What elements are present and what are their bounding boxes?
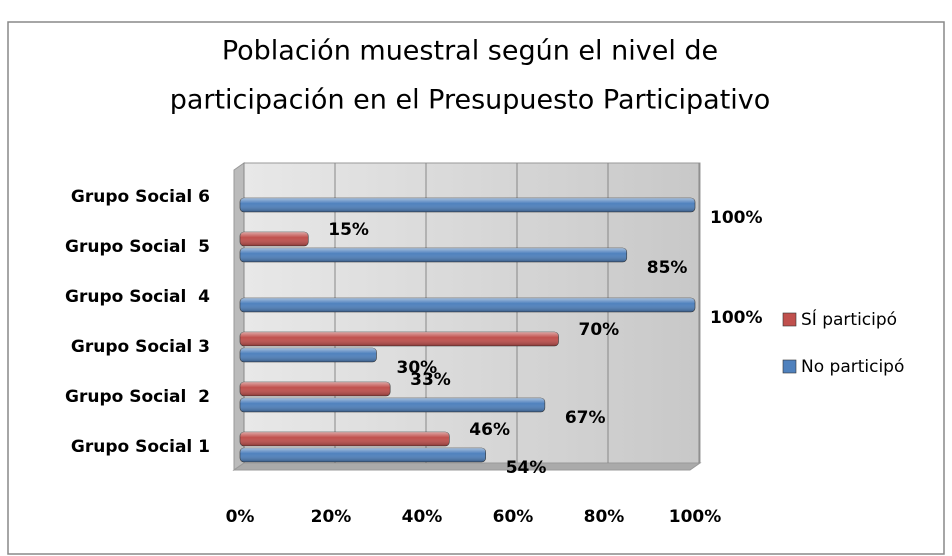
data-label: 33%: [410, 370, 451, 390]
bar-shine: [240, 348, 377, 362]
x-tick-label: 0%: [226, 507, 255, 527]
data-label: 46%: [469, 420, 510, 440]
bar-shine: [240, 332, 559, 346]
data-label: 54%: [506, 458, 547, 478]
data-label: 100%: [710, 208, 763, 228]
data-label: 85%: [647, 258, 688, 278]
bar-shine: [240, 198, 695, 212]
legend-swatch: [782, 359, 797, 374]
x-tick-label: 40%: [402, 507, 443, 527]
chart-title: participación en el Presupuesto Particip…: [170, 85, 771, 116]
y-tick-label: Grupo Social 3: [71, 337, 210, 357]
bar-shine: [240, 248, 627, 262]
x-tick-label: 100%: [669, 507, 722, 527]
y-tick-label: Grupo Social 2: [65, 387, 210, 407]
bar-shine: [240, 432, 450, 446]
floor: [232, 462, 702, 471]
x-tick-label: 20%: [311, 507, 352, 527]
y-tick-label: Grupo Social 4: [65, 287, 210, 307]
bar-shine: [240, 448, 486, 462]
bar-shine: [240, 298, 695, 312]
data-label: 15%: [328, 220, 369, 240]
data-label: 67%: [565, 408, 606, 428]
data-label: 30%: [397, 358, 438, 378]
bar-shine: [240, 398, 545, 412]
data-label: 70%: [579, 320, 620, 340]
legend-label: No participó: [801, 357, 904, 377]
legend-swatch: [782, 312, 797, 327]
x-tick-label: 80%: [584, 507, 625, 527]
legend-label: SÍ participó: [801, 308, 897, 330]
y-tick-label: Grupo Social 5: [65, 237, 210, 257]
chart-title: Población muestral según el nivel de: [222, 36, 718, 67]
y-tick-label: Grupo Social 1: [71, 437, 210, 457]
data-label: 100%: [710, 308, 763, 328]
bar-shine: [240, 382, 391, 396]
y-tick-label: Grupo Social 6: [71, 187, 210, 207]
x-tick-label: 60%: [493, 507, 534, 527]
bar-shine: [240, 232, 309, 246]
